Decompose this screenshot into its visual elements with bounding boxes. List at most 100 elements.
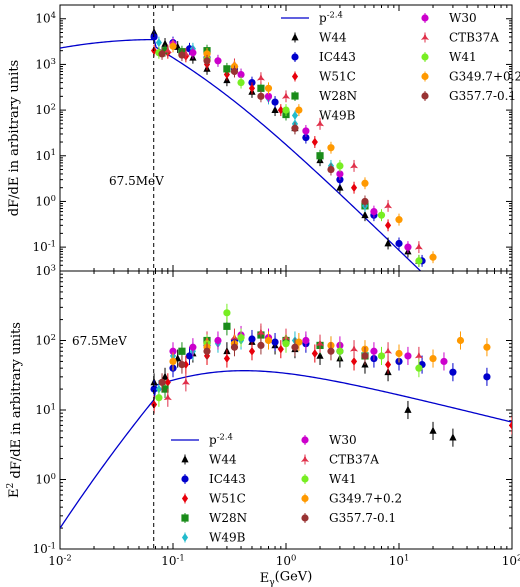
data-point: [336, 183, 344, 191]
data-point: [248, 346, 256, 356]
threshold-annotation: 67.5MeV: [72, 334, 127, 348]
legend-entry: W28N: [181, 511, 247, 525]
data-point: [264, 92, 273, 100]
data-point: [361, 197, 369, 206]
legend-entry: W49B: [291, 109, 356, 123]
data-point: [189, 343, 197, 351]
y-axis-label: E2​ dF/dE in arbitrary units: [6, 322, 24, 498]
data-point: [361, 210, 369, 219]
series-g357-7-0-1: [158, 336, 369, 392]
legend-marker: [301, 436, 309, 444]
data-point: [336, 170, 344, 178]
x-tick-label: 100​: [276, 552, 297, 568]
data-point: [237, 78, 245, 87]
data-point: [169, 42, 177, 50]
plot-frame-bottom: [59, 270, 513, 550]
data-point: [185, 352, 194, 360]
data-point: [316, 152, 324, 160]
data-point: [414, 351, 423, 359]
data-point: [429, 354, 437, 363]
legend-label: CTB37A: [329, 453, 379, 467]
legend-label: p-2.4​: [209, 431, 233, 447]
data-point: [169, 357, 177, 366]
data-point: [223, 354, 230, 363]
data-point: [377, 211, 386, 219]
data-point: [189, 49, 197, 57]
model-curve: [60, 38, 422, 271]
legend-entry: W51C: [291, 70, 356, 84]
panel-bottom: 10-2​10-1​100​101​102​10-1​100​101​102​1…: [6, 262, 520, 587]
data-point: [178, 361, 186, 369]
legend-marker: [181, 475, 189, 483]
legend-label: W28N: [319, 89, 357, 103]
legend-label: W44: [209, 453, 237, 467]
data-point: [384, 239, 392, 247]
legend-entry: W30: [301, 433, 357, 447]
series-g357-7-0-1: [158, 47, 369, 208]
legend-entry: W49B: [181, 531, 246, 545]
data-point: [361, 179, 369, 187]
data-point: [395, 216, 403, 224]
plot-area-bottom: [60, 303, 512, 529]
legend-marker: [300, 454, 310, 462]
data-point: [223, 322, 231, 330]
legend-marker: [301, 475, 309, 483]
data-point: [415, 364, 423, 372]
legend-marker: [181, 533, 189, 542]
data-point: [281, 91, 291, 99]
data-point: [161, 372, 169, 380]
legend-label: CTB37A: [449, 31, 499, 45]
legend-entry: G349.7+0.2: [421, 70, 520, 84]
data-point: [384, 346, 393, 354]
data-point: [377, 352, 386, 360]
data-point: [161, 39, 169, 47]
legend-entry: G357.7-0.1: [421, 89, 516, 103]
legend-label: IC443: [319, 50, 356, 64]
legend-marker: [421, 14, 429, 22]
data-point: [295, 338, 303, 346]
data-point: [257, 92, 265, 100]
legend-label: W41: [449, 50, 477, 64]
data-point: [449, 368, 457, 376]
legend-entry: IC443: [291, 50, 356, 64]
data-point: [395, 239, 403, 248]
legend-marker: [181, 494, 189, 503]
data-point: [178, 347, 186, 355]
data-point: [181, 377, 190, 385]
legend-marker: [291, 111, 299, 120]
legend-entry: W30: [421, 11, 477, 25]
data-point: [395, 349, 403, 358]
legend-marker: [291, 33, 299, 41]
data-point: [440, 357, 448, 366]
y-axis-label: dF/dE in arbitrary units: [7, 60, 22, 216]
y-tick-label: 100​: [35, 193, 56, 209]
legend-marker: [291, 92, 299, 100]
y-tick-label: 101​: [35, 147, 56, 163]
data-point: [302, 336, 310, 345]
data-point: [203, 50, 211, 58]
x-tick-label: 10-1​: [161, 552, 184, 568]
legend-entry: p-2.4​: [281, 9, 343, 25]
legend-label: G357.7-0.1: [329, 511, 396, 525]
y-tick-label: 103​: [35, 56, 56, 72]
legend-entry: CTB37A: [300, 453, 379, 467]
data-point: [257, 84, 265, 92]
data-point: [282, 340, 290, 348]
legend-label: W30: [329, 433, 357, 447]
data-point: [264, 336, 273, 345]
legend-entry: G357.7-0.1: [301, 511, 396, 525]
series-ic443: [150, 30, 426, 267]
legend-entry: G349.7+0.2: [301, 492, 402, 506]
data-point: [169, 347, 177, 355]
data-point: [414, 242, 423, 250]
threshold-annotation: 67.5MeV: [109, 174, 164, 188]
series-w44: [150, 332, 457, 447]
x-tick-label: 102​: [502, 552, 520, 568]
data-point: [404, 352, 412, 360]
data-point: [203, 347, 211, 355]
legend-marker: [301, 514, 309, 522]
data-point: [295, 106, 303, 114]
data-point: [237, 70, 245, 79]
y-tick-label: 101​: [35, 401, 56, 417]
